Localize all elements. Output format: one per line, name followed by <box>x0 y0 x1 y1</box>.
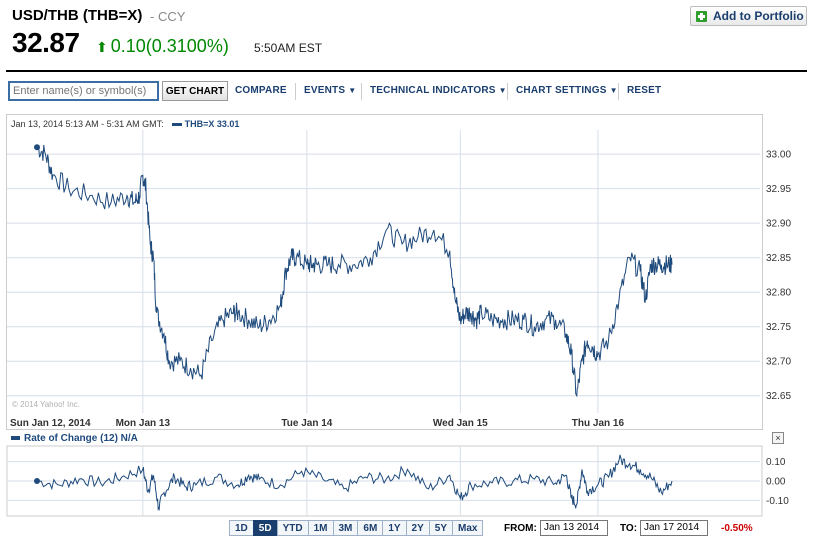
chart-time-range: Jan 13, 2014 5:13 AM - 5:31 AM GMT: <box>11 119 164 129</box>
toolbar-separator <box>507 83 508 100</box>
series-legend-label: THB=X 33.01 <box>184 119 240 129</box>
caret-down-icon: ▼ <box>498 86 507 95</box>
x-tick-label: Tue Jan 14 <box>281 418 332 429</box>
from-date-input[interactable]: Jan 13 2014 <box>540 520 608 536</box>
chart-settings-menu[interactable]: CHART SETTINGS ▼ <box>516 85 618 96</box>
last-price: 32.87 <box>12 27 80 58</box>
price-series-line <box>36 144 673 398</box>
range-selector: 1D 5D YTD 1M 3M 6M 1Y 2Y 5Y Max <box>229 520 484 536</box>
y-tick-label: 32.80 <box>766 288 791 299</box>
series-start-marker <box>34 144 40 151</box>
range-button-max[interactable]: Max <box>452 520 484 536</box>
roc-y-tick-label: -0.10 <box>766 496 789 507</box>
range-button-5d[interactable]: 5D <box>252 520 278 536</box>
roc-y-tick-label: 0.00 <box>766 477 786 488</box>
range-button-2y[interactable]: 2Y <box>405 520 430 536</box>
y-tick-label: 33.00 <box>766 150 791 161</box>
range-button-1d[interactable]: 1D <box>229 520 254 536</box>
reset-button[interactable]: RESET <box>627 85 662 96</box>
range-change-percent: -0.50% <box>721 523 753 534</box>
toolbar-divider <box>6 70 807 72</box>
caret-down-icon: ▼ <box>348 86 357 95</box>
toolbar-separator <box>618 83 619 100</box>
series-swatch <box>171 123 182 127</box>
compare-button[interactable]: COMPARE <box>235 85 287 96</box>
technical-indicators-label: TECHNICAL INDICATORS <box>370 85 496 96</box>
get-chart-button[interactable]: GET CHART <box>162 81 228 101</box>
chart-settings-label: CHART SETTINGS <box>516 85 607 96</box>
plus-icon <box>696 10 707 22</box>
close-indicator-button[interactable]: × <box>772 432 784 444</box>
y-tick-label: 32.85 <box>766 253 791 264</box>
events-menu[interactable]: EVENTS ▼ <box>304 85 356 96</box>
technical-indicators-menu[interactable]: TECHNICAL INDICATORS ▼ <box>370 85 507 96</box>
to-date-input[interactable]: Jan 17 2014 <box>640 520 708 536</box>
y-tick-label: 32.95 <box>766 184 791 195</box>
y-tick-label: 32.65 <box>766 391 791 402</box>
x-tick-label: Sun Jan 12, 2014 <box>10 418 91 429</box>
range-button-6m[interactable]: 6M <box>357 520 384 536</box>
chart-frame <box>6 114 763 430</box>
events-label: EVENTS <box>304 85 346 96</box>
symbol-input[interactable] <box>8 81 159 101</box>
x-tick-label: Wed Jan 15 <box>433 418 488 429</box>
toolbar-separator <box>295 83 296 100</box>
x-tick-label: Thu Jan 16 <box>572 418 625 429</box>
range-button-5y[interactable]: 5Y <box>428 520 454 536</box>
caret-down-icon: ▼ <box>609 86 618 95</box>
quote-title: USD/THB (THB=X) <box>12 7 143 24</box>
range-button-ytd[interactable]: YTD <box>276 520 309 536</box>
range-button-1y[interactable]: 1Y <box>382 520 407 536</box>
roc-y-tick-label: 0.10 <box>766 457 786 468</box>
to-label: TO: <box>620 523 638 534</box>
chart-toolbar: GET CHART COMPARE EVENTS▼ TECHNICAL INDI… <box>6 80 807 104</box>
add-to-portfolio-label: Add to Portfolio <box>713 9 804 23</box>
roc-start-marker <box>34 478 40 484</box>
quote-time: 5:50AM EST <box>254 41 323 55</box>
quote-category: - CCY <box>150 9 186 24</box>
add-to-portfolio-button[interactable]: Add to Portfolio <box>690 6 807 26</box>
price-change-value: 0.10(0.3100%) <box>110 36 229 56</box>
range-button-1m[interactable]: 1M <box>307 520 334 536</box>
from-label: FROM: <box>504 523 537 534</box>
indicator-swatch <box>11 436 20 441</box>
copyright-watermark: © 2014 Yahoo! Inc. <box>12 400 80 409</box>
y-tick-label: 32.70 <box>766 357 791 368</box>
toolbar-separator <box>361 83 362 100</box>
roc-series-line <box>36 454 673 512</box>
y-tick-label: 32.75 <box>766 322 791 333</box>
up-arrow-icon: ⬆ <box>96 39 108 55</box>
range-button-3m[interactable]: 3M <box>332 520 359 536</box>
indicator-legend: Rate of Change (12) N/A <box>11 433 138 444</box>
y-tick-label: 32.90 <box>766 219 791 230</box>
price-change: ⬆ 0.10(0.3100%) <box>96 36 229 57</box>
indicator-label: Rate of Change (12) N/A <box>24 433 138 444</box>
x-tick-label: Mon Jan 13 <box>116 418 171 429</box>
chart-legend: Jan 13, 2014 5:13 AM - 5:31 AM GMT: THB=X… <box>11 119 239 129</box>
